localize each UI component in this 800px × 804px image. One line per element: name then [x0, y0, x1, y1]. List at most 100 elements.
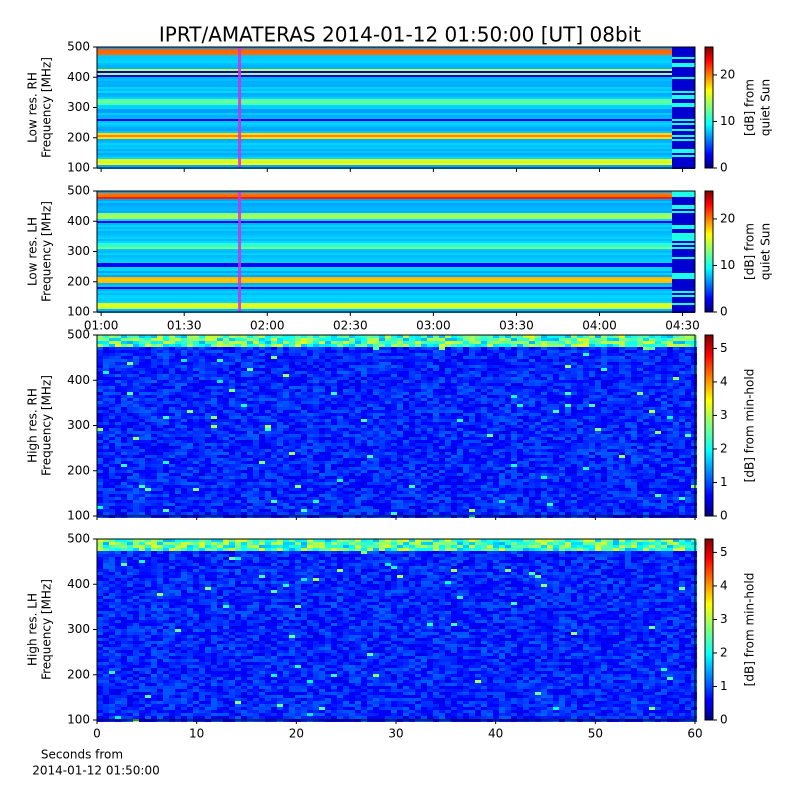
spectrogram-cell — [253, 455, 259, 458]
spectrogram-cell — [121, 368, 127, 371]
spectrogram-cell — [427, 356, 433, 359]
y-tick-label: 100 — [67, 161, 90, 175]
spectrogram-cell — [607, 359, 613, 362]
spectrogram-cell — [379, 416, 385, 419]
spectrogram-cell — [307, 401, 313, 404]
spectrogram-cell — [493, 446, 499, 449]
spectrogram-cell — [205, 344, 211, 347]
spectrogram-cell — [649, 410, 655, 413]
spectrogram-cell — [637, 368, 643, 371]
spectrogram-cell — [133, 473, 139, 476]
spectrogram-cell — [499, 398, 505, 401]
spectrogram-cell — [487, 383, 493, 386]
spectrogram-cell — [229, 398, 235, 401]
spectrogram-cell — [505, 383, 511, 386]
spectrogram-cell — [397, 365, 403, 368]
spectrogram-cell — [409, 353, 415, 356]
spectrogram-cell — [601, 347, 607, 350]
spectrogram-cell — [355, 452, 361, 455]
spectrogram-cell — [349, 401, 355, 404]
spectrogram-row — [97, 199, 672, 201]
spectrogram-cell — [133, 380, 139, 383]
spectrogram-cell — [535, 410, 541, 413]
spectrogram-cell — [649, 404, 655, 407]
spectrogram-cell — [127, 443, 133, 446]
spectrogram-cell — [505, 428, 511, 431]
spectrogram-cell — [481, 389, 487, 392]
spectrogram-cell — [163, 467, 169, 470]
spectrogram-cell — [331, 473, 337, 476]
spectrogram-cell — [307, 374, 313, 377]
spectrogram-cell — [391, 458, 397, 461]
spectrogram-cell — [289, 341, 295, 344]
spectrogram-cell — [211, 341, 217, 344]
spectrogram-cell — [343, 401, 349, 404]
spectrogram-cell — [463, 386, 469, 389]
spectrogram-cell — [127, 386, 133, 389]
spectrogram-cell — [613, 362, 619, 365]
spectrogram-cell — [433, 347, 439, 350]
spectrogram-cell — [229, 434, 235, 437]
spectrogram-cell — [301, 359, 307, 362]
spectrogram-cell — [181, 377, 187, 380]
spectrogram-cell — [487, 413, 493, 416]
spectrogram-cell — [415, 431, 421, 434]
spectrogram-cell — [223, 443, 229, 446]
spectrogram-cell — [691, 452, 697, 455]
spectrogram-cell — [397, 431, 403, 434]
spectrogram-cell — [163, 437, 169, 440]
spectrogram-cell — [337, 356, 343, 359]
spectrogram-cell — [205, 389, 211, 392]
spectrogram-cell — [139, 380, 145, 383]
spectrogram-cell — [541, 416, 547, 419]
spectrogram-cell — [523, 422, 529, 425]
spectrogram-cell — [109, 419, 115, 422]
spectrogram-cell — [313, 362, 319, 365]
spectrogram-cell — [277, 380, 283, 383]
spectrogram-cell — [241, 353, 247, 356]
spectrogram-cell — [553, 389, 559, 392]
spectrogram-cell — [625, 395, 631, 398]
spectrogram-cell — [373, 431, 379, 434]
spectrogram-cell — [349, 428, 355, 431]
spectrogram-cell — [577, 389, 583, 392]
spectrogram-cell — [139, 458, 145, 461]
spectrogram-cell — [271, 395, 277, 398]
spectrogram-cell — [265, 407, 271, 410]
spectrogram-cell — [433, 410, 439, 413]
spectrogram-cell — [529, 368, 535, 371]
spectrogram-cell — [553, 425, 559, 428]
spectrogram-cell — [223, 461, 229, 464]
spectrogram-cell — [481, 431, 487, 434]
spectrogram-row — [97, 65, 672, 67]
spectrogram-cell — [223, 359, 229, 362]
spectrogram-cell — [613, 464, 619, 467]
spectrogram-cell — [385, 389, 391, 392]
spectrogram-cell — [127, 413, 133, 416]
spectrogram-cell — [439, 452, 445, 455]
spectrogram-cell — [181, 437, 187, 440]
spectrogram-cell — [205, 338, 211, 341]
spectrogram-cell — [625, 371, 631, 374]
spectrogram-cell — [145, 380, 151, 383]
spectrogram-cell — [613, 386, 619, 389]
spectrogram-cell — [325, 341, 331, 344]
spectrogram-cell — [601, 341, 607, 344]
spectrogram-cell — [517, 443, 523, 446]
spectrogram-cell — [235, 407, 241, 410]
spectrogram-cell — [499, 464, 505, 467]
spectrogram-cell — [499, 422, 505, 425]
spectrogram-cell — [145, 407, 151, 410]
spectrogram-cell — [271, 374, 277, 377]
spectrogram-cell — [325, 404, 331, 407]
spectrogram-cell — [457, 470, 463, 473]
spectrogram-cell — [553, 464, 559, 467]
spectrogram-row — [672, 79, 695, 81]
spectrogram-cell — [217, 458, 223, 461]
spectrogram-row — [672, 147, 695, 149]
spectrogram-cell — [625, 392, 631, 395]
spectrogram-cell — [169, 452, 175, 455]
spectrogram-cell — [229, 470, 235, 473]
colorbar-label: quiet Sun — [759, 223, 773, 280]
spectrogram-cell — [403, 344, 409, 347]
